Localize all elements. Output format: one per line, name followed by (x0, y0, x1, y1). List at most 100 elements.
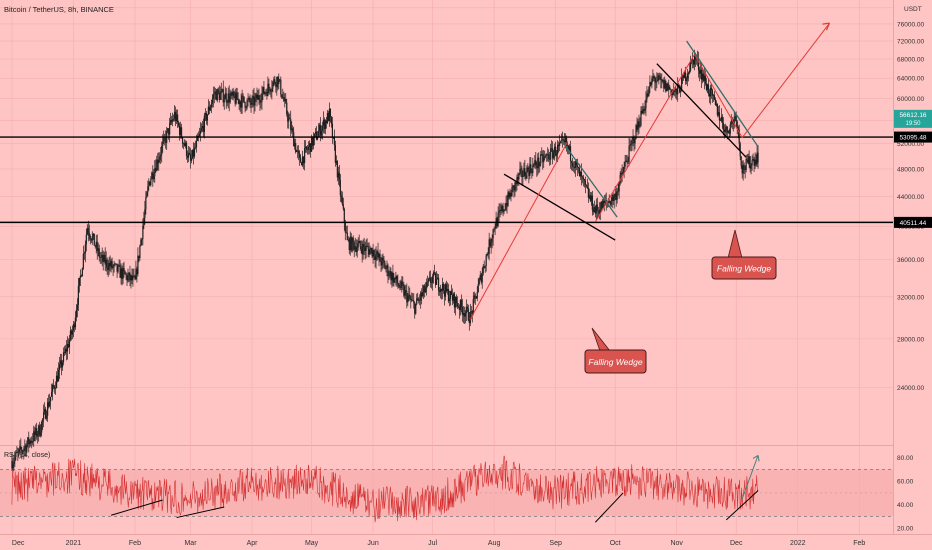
falling-wedge-label-2: Falling Wedge (717, 264, 771, 274)
candle-body (429, 277, 431, 279)
candle-body (702, 73, 705, 81)
candle-body (693, 54, 696, 65)
price-tick-label: 44000.00 (897, 194, 924, 201)
candle-body (371, 248, 373, 257)
candle-body (519, 168, 521, 174)
candle-body (545, 155, 547, 157)
candle-body (59, 360, 62, 365)
candle-body (308, 143, 311, 147)
candle-body (710, 87, 713, 91)
candle-body (90, 238, 92, 241)
candle-body (649, 82, 651, 87)
candle-body (188, 152, 191, 155)
candle-body (45, 408, 47, 419)
candle-body (70, 330, 73, 335)
candle-body (55, 375, 58, 389)
candle-body (737, 127, 739, 130)
candle-body (454, 297, 457, 308)
candle-body (303, 156, 305, 164)
candle-body (628, 145, 630, 162)
candle-body (131, 275, 133, 281)
candle-body (282, 97, 284, 98)
candle-body (190, 158, 193, 161)
candle-body (500, 209, 502, 211)
price-axis[interactable] (893, 0, 932, 534)
candle-body (650, 82, 652, 85)
horizontal-levels (0, 136, 893, 224)
candle-body (19, 446, 21, 449)
candle-body (485, 255, 487, 266)
candle-body (98, 248, 100, 258)
candle-body (79, 275, 81, 278)
candle-body (506, 203, 508, 206)
candle-body (91, 236, 93, 241)
candle-body (66, 343, 69, 352)
candle-body (97, 248, 99, 252)
candle-body (721, 116, 723, 123)
candle-body (115, 263, 117, 265)
candle-body (728, 131, 730, 134)
candle-body (655, 81, 657, 83)
candle-body (408, 294, 410, 296)
candle-body (47, 402, 49, 416)
candle-body (222, 89, 224, 103)
candle-body (28, 437, 30, 445)
candle-body (615, 193, 617, 200)
falling-wedge-callout-2[interactable]: Falling Wedge (711, 229, 777, 280)
candle-body (113, 263, 115, 267)
candle-body (340, 195, 342, 197)
candle-body (645, 99, 647, 109)
candle-body (422, 291, 424, 297)
candle-body (205, 113, 207, 121)
candle-body (161, 145, 163, 155)
candle-body (285, 99, 287, 103)
candle-body (462, 313, 464, 315)
candle-body (717, 112, 719, 116)
time-axis[interactable] (0, 534, 932, 550)
candle-body (46, 415, 48, 419)
candle-body (535, 160, 537, 166)
candle-body (488, 239, 490, 254)
candle-body (382, 257, 384, 261)
candle-body (27, 437, 29, 445)
grid-lines (0, 0, 893, 534)
candle-body (602, 200, 604, 209)
candle-body (634, 139, 636, 144)
candle-body (295, 143, 297, 152)
candle-body (461, 306, 463, 315)
candle-body (403, 286, 405, 296)
price-tick-label: 48000.00 (897, 166, 924, 173)
candle-body (388, 275, 390, 277)
candle-body (390, 271, 392, 281)
candle-body (543, 157, 545, 163)
candle-body (477, 284, 479, 293)
candle-body (552, 148, 554, 159)
candle-body (274, 79, 276, 84)
candle-body (344, 223, 346, 233)
candle-body (578, 167, 581, 177)
candle-body (277, 76, 279, 85)
candle-body (741, 165, 743, 174)
candle-body (416, 298, 418, 304)
projection-line (694, 54, 743, 138)
candle-body (442, 283, 445, 291)
candle-body (265, 91, 267, 93)
candle-body (589, 195, 591, 201)
candle-body (611, 194, 613, 202)
candle-body (373, 250, 375, 257)
falling-wedge-callout-1[interactable]: Falling Wedge (584, 327, 647, 374)
candle-body (624, 162, 626, 167)
candle-body (110, 261, 112, 267)
candle-body (441, 283, 444, 291)
candle-body (699, 69, 702, 74)
candle-body (591, 195, 593, 210)
candle-body (85, 234, 87, 245)
price-tick-label: 52000.00 (897, 141, 924, 148)
candle-body (546, 154, 548, 156)
candle-body (52, 385, 55, 387)
candle-body (127, 275, 129, 281)
candle-body (668, 86, 670, 90)
candle-body (540, 154, 542, 164)
candle-body (89, 236, 91, 239)
candle-body (379, 253, 381, 262)
